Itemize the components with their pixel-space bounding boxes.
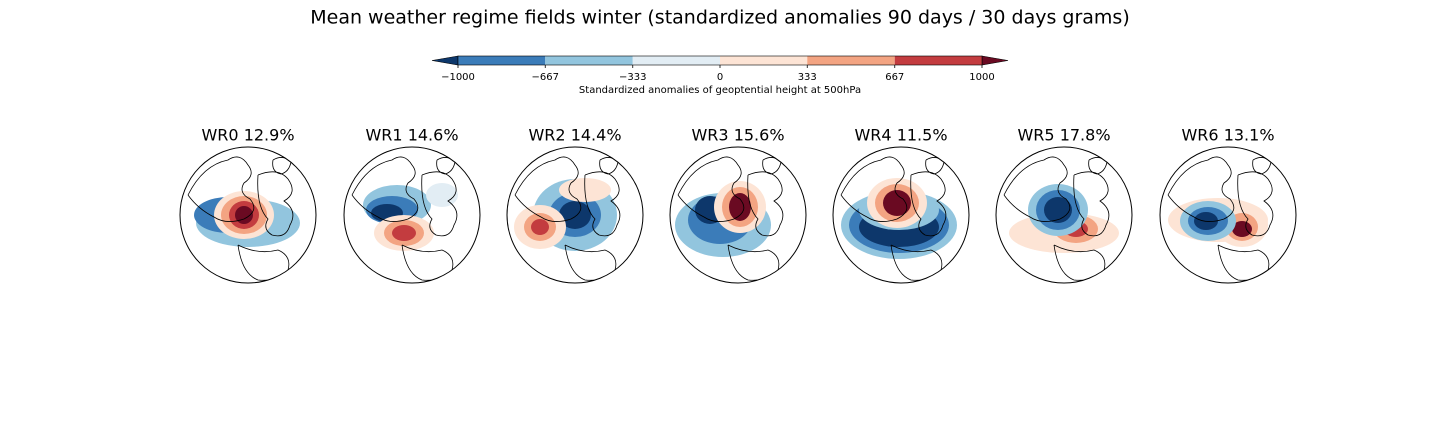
- colorbar-tick-label: 0: [717, 72, 723, 83]
- map: [187, 156, 300, 281]
- anomaly-contour: [235, 206, 253, 224]
- coastline: [351, 156, 458, 281]
- colorbar-tick-label: 1000: [969, 72, 994, 83]
- panel-title: WR1 14.6%: [365, 126, 458, 145]
- panel-title: WR3 15.6%: [691, 126, 784, 145]
- colorbar-segment: [894, 56, 982, 65]
- colorbar-label: Standardized anomalies of geoptential he…: [579, 85, 861, 96]
- colorbar-tick-label: −333: [619, 72, 646, 83]
- anomaly-contour: [883, 190, 911, 216]
- coastline: [840, 156, 947, 281]
- map: [840, 156, 957, 281]
- colorbar-segment: [807, 56, 895, 65]
- colorbar-segment: [720, 56, 808, 65]
- panel-title: WR0 12.9%: [201, 126, 294, 145]
- map-boundary: [506, 146, 644, 284]
- colorbar-over: [981, 55, 1009, 66]
- colorbar-tick-label: 333: [798, 72, 817, 83]
- colorbar-tick-label: −1000: [441, 72, 475, 83]
- map: [1003, 156, 1119, 281]
- map-boundary: [179, 146, 317, 284]
- coastline: [1167, 156, 1274, 281]
- map-boundary: [995, 146, 1133, 284]
- figure-title: Mean weather regime fields winter (stand…: [310, 7, 1130, 29]
- panel-title: WR4 11.5%: [854, 126, 947, 145]
- colorbar-under: [431, 55, 459, 66]
- anomaly-contour: [392, 225, 416, 241]
- colorbar-segment: [458, 56, 546, 65]
- map: [675, 156, 784, 281]
- map-boundary: [343, 146, 481, 284]
- map-boundary: [1159, 146, 1297, 284]
- map: [351, 156, 458, 281]
- anomaly-contour: [531, 219, 549, 235]
- anomaly-contour: [426, 183, 458, 207]
- map: [514, 156, 621, 281]
- colorbar-segment: [632, 56, 720, 65]
- colorbar-tick-label: 667: [885, 72, 904, 83]
- panel-title: WR5 17.8%: [1017, 126, 1110, 145]
- panel-title: WR2 14.4%: [528, 126, 621, 145]
- coastline: [677, 156, 784, 281]
- coastline: [187, 156, 294, 281]
- anomaly-contour: [1232, 221, 1252, 237]
- coastline: [514, 156, 621, 281]
- coastline: [1003, 156, 1110, 281]
- anomaly-contour: [559, 201, 591, 229]
- map-boundary: [669, 146, 807, 284]
- anomaly-contour: [1044, 197, 1072, 223]
- colorbar-segment: [545, 56, 633, 65]
- panel-title: WR6 13.1%: [1181, 126, 1274, 145]
- map: [1167, 156, 1274, 281]
- anomaly-contour: [729, 193, 751, 221]
- map-boundary: [832, 146, 970, 284]
- colorbar-tick-label: −667: [532, 72, 559, 83]
